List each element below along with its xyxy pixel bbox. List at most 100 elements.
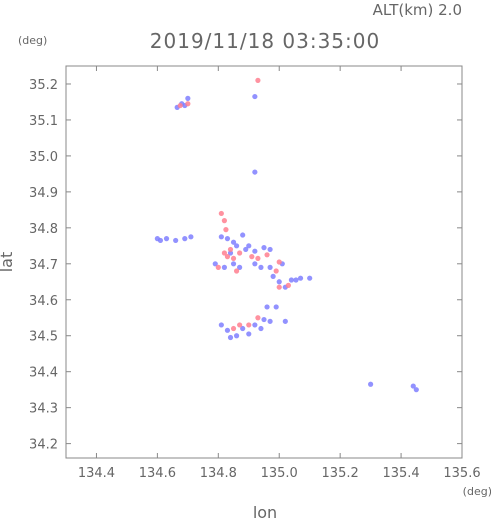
echo-point-negative [293,277,299,283]
echo-point-positive [276,284,282,290]
echo-point-negative [157,237,164,244]
plot-frame [65,65,463,459]
echo-point-negative [233,333,240,339]
echo-point-positive [215,264,221,270]
y-axis-title: lat [0,252,16,273]
echo-point-negative [264,304,270,310]
y-tick-label: 35.1 [29,114,58,129]
echo-point-negative [246,243,252,249]
echo-point-negative [258,325,264,332]
echo-point-negative [240,232,246,238]
y-tick-label: 34.2 [29,438,58,453]
echo-point-positive [223,227,229,233]
echo-point-positive [237,322,243,328]
x-tick-label: 135.2 [322,466,359,481]
echo-point-negative [258,264,264,270]
x-tick-label: 134.8 [200,466,237,481]
y-tick-label: 34.6 [29,294,58,309]
echo-point-negative [261,316,267,323]
echo-point-negative [252,322,258,328]
echo-point-negative [297,275,304,281]
echo-point-positive [255,77,261,83]
echo-point-negative [282,318,288,324]
y-tick-label: 34.5 [29,330,58,345]
echo-point-negative [173,237,179,244]
echo-point-negative [270,273,276,279]
echo-point-negative [413,387,419,393]
echo-point-negative [218,322,224,328]
echo-point-positive [185,101,191,107]
echo-point-negative [230,239,237,245]
echo-point-negative [182,236,188,242]
echo-point-negative [224,327,231,333]
echo-point-positive [255,255,261,262]
x-unit-label: (deg) [463,485,491,498]
echo-point-positive [264,252,270,258]
echo-point-negative [224,236,231,242]
echo-point-negative [233,243,240,249]
x-tick-label: 134.4 [78,466,115,481]
x-axis-title: lon [253,503,277,521]
echo-point-negative [252,93,258,100]
x-tick-label: 134.6 [139,466,176,481]
echo-point-negative [185,95,191,101]
echo-point-negative [267,318,273,324]
echo-point-negative [261,245,267,251]
echo-point-negative [237,264,243,270]
echo-point-negative [212,261,218,267]
echo-point-negative [273,304,279,310]
echo-point-negative [246,331,252,337]
y-tick-label: 35.2 [29,78,58,93]
echo-point-negative [221,264,227,270]
echo-point-negative [227,334,234,341]
y-tick-label: 34.7 [29,258,58,273]
echo-point-negative [288,277,295,283]
echo-point-positive [230,255,237,262]
echo-point-positive [249,254,255,260]
echo-point-negative [163,236,170,242]
echo-point-negative [252,169,258,175]
x-tick-label: 135.6 [443,466,480,481]
echo-point-positive [273,268,279,274]
altitude-label: ALT(km) 2.0 [373,1,462,19]
x-tick-label: 135.4 [382,466,419,481]
y-tick-label: 34.8 [29,222,58,237]
y-tick-label: 34.9 [29,186,58,201]
echo-point-positive [237,250,243,256]
echo-points [154,77,419,393]
echo-point-negative [218,234,224,240]
echo-point-positive [221,218,227,224]
echo-point-positive [221,250,227,256]
echo-point-negative [267,246,273,253]
echo-point-positive [224,254,231,260]
echo-point-negative [240,325,246,332]
echo-point-positive [233,268,240,274]
echo-point-negative [188,234,194,240]
echo-point-positive [218,210,224,217]
echo-point-negative [227,250,234,256]
echo-point-positive [285,282,291,288]
echo-point-negative [410,383,416,389]
chart-title: 2019/11/18 03:35:00 [150,29,380,53]
echo-point-negative [243,246,249,253]
y-tick-label: 35.0 [29,150,58,165]
y-tick-label: 34.3 [29,402,58,417]
echo-point-positive [230,325,237,332]
axis-ticks: 134.4 134.6 134.8 135.0 135.2 135.4 135.6 34.2 3… [29,66,481,481]
echo-point-negative [307,275,313,281]
y-tick-label: 34.4 [29,366,58,381]
echo-point-negative [230,261,237,267]
echo-point-negative [252,248,258,254]
echo-point-negative [252,261,258,267]
echo-point-positive [246,322,252,328]
y-unit-label: (deg) [18,34,47,47]
echo-point-negative [368,381,374,387]
echo-point-positive [255,315,261,321]
x-tick-label: 135.0 [261,466,298,481]
echo-point-negative [276,279,282,285]
echo-point-positive [177,102,183,109]
echo-point-positive [227,246,234,253]
echo-point-positive [276,259,282,265]
echo-point-negative [267,264,273,270]
